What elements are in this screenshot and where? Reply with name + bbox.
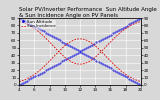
Legend: Sun Altitude, Sun Incidence: Sun Altitude, Sun Incidence (20, 19, 56, 29)
Text: Solar PV/Inverter Performance  Sun Altitude Angle & Sun Incidence Angle on PV Pa: Solar PV/Inverter Performance Sun Altitu… (19, 7, 157, 18)
